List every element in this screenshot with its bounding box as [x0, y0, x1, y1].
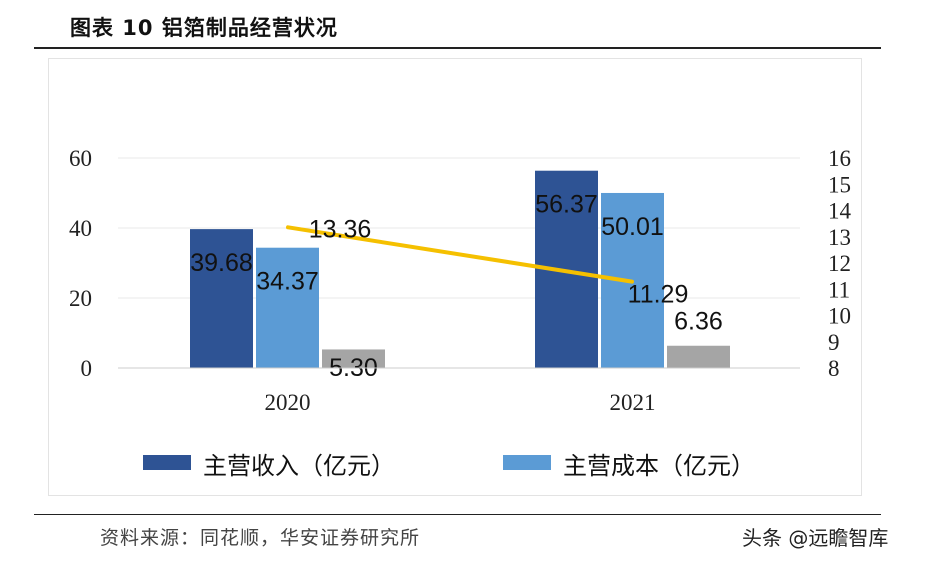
source-note: 资料来源：同花顺，华安证券研究所 — [100, 527, 421, 549]
bar-2021-series-3 — [667, 345, 730, 368]
left-axis-tick-label: 20 — [69, 286, 92, 311]
left-axis-tick-label: 60 — [69, 146, 92, 171]
line-data-label: 11.29 — [628, 281, 689, 309]
legend-swatch-cost — [503, 455, 551, 470]
bar-2020-series-1 — [190, 229, 253, 368]
right-axis-tick-label: 15 — [828, 172, 851, 197]
figure-title: 图表 10 铝箔制品经营状况 — [70, 16, 338, 40]
right-axis-tick-label: 14 — [828, 199, 852, 224]
right-axis-tick-label: 16 — [828, 146, 851, 171]
chart-panel — [48, 58, 862, 496]
chart-svg: 0204060891011121314151639.6834.375.30202… — [69, 146, 852, 415]
watermark: 头条 @远瞻智库 — [742, 526, 889, 550]
legend-label-revenue: 主营收入（亿元） — [203, 452, 395, 480]
bar-2020-series-2 — [256, 247, 319, 368]
bar-data-label: 6.36 — [674, 308, 723, 336]
bar-data-label: 34.37 — [256, 268, 319, 296]
left-axis-tick-label: 40 — [69, 216, 92, 241]
x-axis-category-label: 2020 — [265, 390, 311, 415]
top-rule — [34, 47, 881, 49]
right-axis-tick-label: 12 — [828, 251, 851, 276]
bar-data-label: 39.68 — [190, 249, 253, 277]
bar-data-label: 50.01 — [601, 213, 664, 241]
right-axis-tick-label: 13 — [828, 225, 851, 250]
right-axis-tick-label: 9 — [828, 330, 840, 355]
x-axis-category-label: 2021 — [610, 390, 656, 415]
left-axis-tick-label: 0 — [81, 356, 93, 381]
bar-data-label: 56.37 — [535, 191, 598, 219]
right-axis-tick-label: 11 — [828, 277, 850, 302]
bar-2020-series-3 — [322, 349, 385, 368]
legend-label-cost: 主营成本（亿元） — [563, 452, 755, 480]
line-data-label: 13.36 — [309, 215, 372, 243]
right-axis-tick-label: 10 — [828, 304, 851, 329]
right-axis-tick-label: 8 — [828, 356, 840, 381]
bottom-rule — [34, 514, 881, 515]
legend-swatch-revenue — [143, 455, 191, 470]
margin-line — [286, 225, 634, 284]
